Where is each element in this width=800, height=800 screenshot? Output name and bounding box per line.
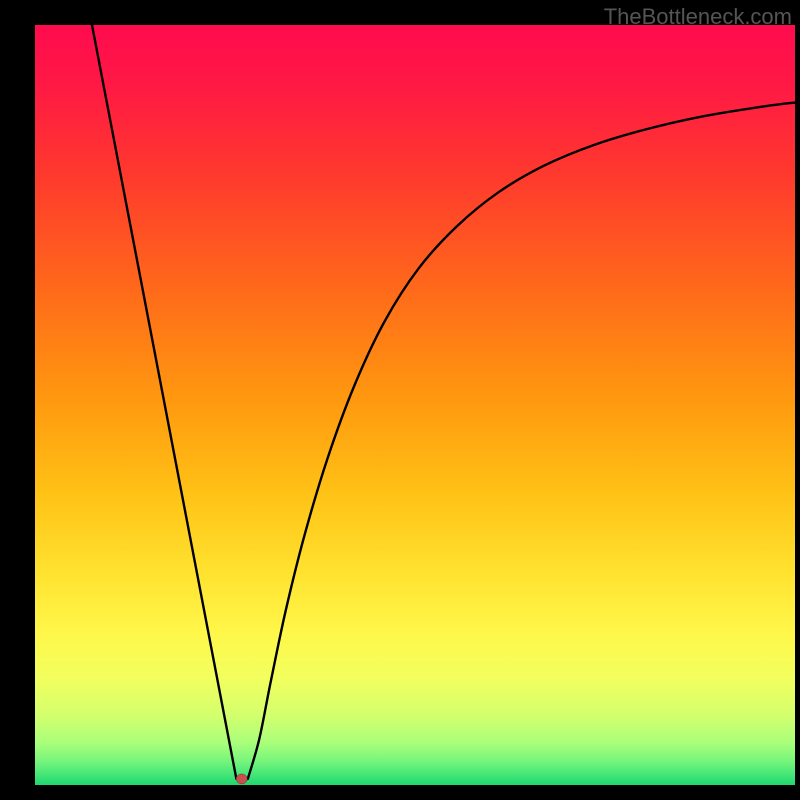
- optimum-marker: [236, 774, 247, 784]
- chart-container: TheBottleneck.com: [0, 0, 800, 800]
- attribution-watermark: TheBottleneck.com: [604, 4, 792, 30]
- gradient-background: [35, 25, 795, 785]
- bottleneck-chart: [0, 0, 800, 800]
